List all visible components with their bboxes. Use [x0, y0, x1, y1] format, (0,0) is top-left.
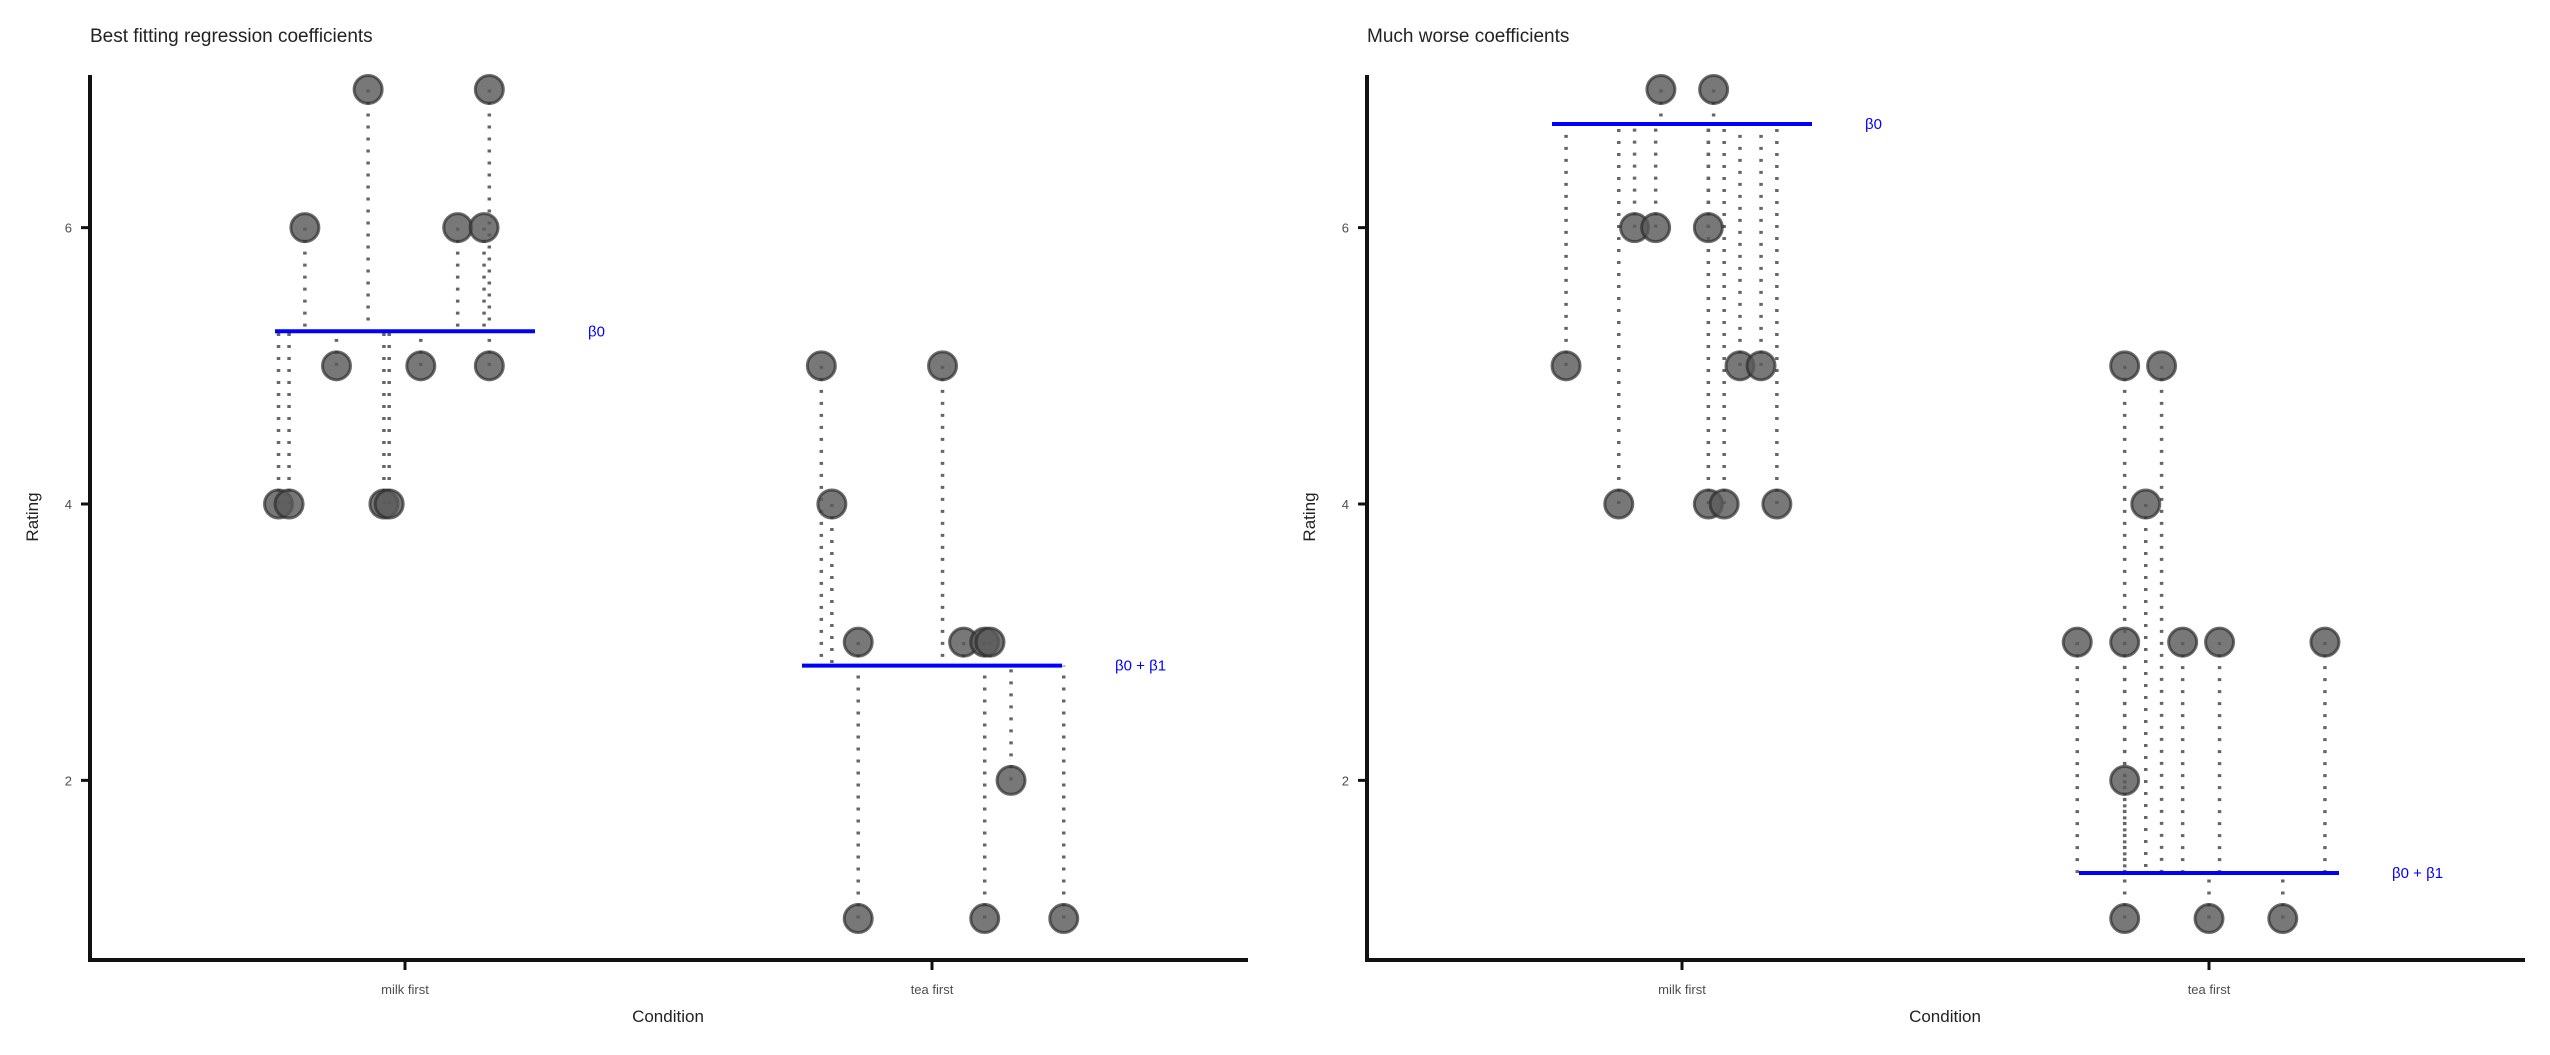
data-point	[1692, 212, 1724, 244]
data-point	[473, 73, 505, 105]
data-point	[352, 73, 384, 105]
y-tick-label: 6	[1342, 221, 1349, 236]
data-point	[2204, 626, 2236, 658]
beta-label: β0 + β1	[1115, 658, 1166, 675]
data-point	[473, 350, 505, 382]
data-point	[1603, 488, 1635, 520]
y-axis-title: Rating	[1300, 492, 1319, 541]
data-point	[842, 903, 874, 935]
data-point	[1698, 73, 1730, 105]
data-point	[2109, 764, 2141, 796]
data-point	[2109, 903, 2141, 935]
data-point	[405, 350, 437, 382]
y-tick-label: 2	[65, 773, 72, 788]
data-point	[974, 626, 1006, 658]
data-point	[2167, 626, 2199, 658]
chart-title: Much worse coefficients	[1367, 26, 1569, 47]
data-point	[2309, 626, 2341, 658]
data-point	[995, 764, 1027, 796]
data-point	[2109, 350, 2141, 382]
y-tick-label: 4	[65, 497, 72, 512]
x-tick-label: tea first	[911, 982, 954, 997]
data-point	[1745, 350, 1777, 382]
data-point	[969, 903, 1001, 935]
y-tick-label: 6	[65, 221, 72, 236]
y-tick-label: 2	[1342, 773, 1349, 788]
data-point	[2267, 903, 2299, 935]
data-point	[320, 350, 352, 382]
data-point	[442, 212, 474, 244]
x-tick-label: tea first	[2188, 982, 2231, 997]
data-point	[468, 212, 500, 244]
data-point	[2193, 903, 2225, 935]
data-point	[927, 350, 959, 382]
chart-title: Best fitting regression coefficients	[90, 26, 373, 47]
data-point	[805, 350, 837, 382]
data-point	[1708, 488, 1740, 520]
x-axis-title: Condition	[632, 1007, 704, 1026]
data-point	[2061, 626, 2093, 658]
beta-label: β0	[588, 323, 605, 340]
data-point	[273, 488, 305, 520]
data-point	[2146, 350, 2178, 382]
beta-label: β0	[1865, 116, 1882, 133]
data-point	[1645, 73, 1677, 105]
data-point	[2130, 488, 2162, 520]
data-point	[1761, 488, 1793, 520]
data-point	[2109, 626, 2141, 658]
data-point	[373, 488, 405, 520]
y-axis-title: Rating	[23, 492, 42, 541]
x-tick-label: milk first	[381, 982, 429, 997]
data-point	[816, 488, 848, 520]
x-axis-title: Condition	[1909, 1007, 1981, 1026]
panel-best-fit: Best fitting regression coefficients 2 4 6 m…	[23, 26, 1248, 1026]
data-point	[1048, 903, 1080, 935]
y-tick-label: 4	[1342, 497, 1349, 512]
data-point	[1550, 350, 1582, 382]
data-point	[842, 626, 874, 658]
data-point	[1640, 212, 1672, 244]
data-point	[289, 212, 321, 244]
x-tick-label: milk first	[1658, 982, 1706, 997]
panel-worse-fit: Much worse coefficients 2 4 6 milk first tea …	[1300, 26, 2525, 1026]
beta-label: β0 + β1	[2392, 865, 2443, 882]
